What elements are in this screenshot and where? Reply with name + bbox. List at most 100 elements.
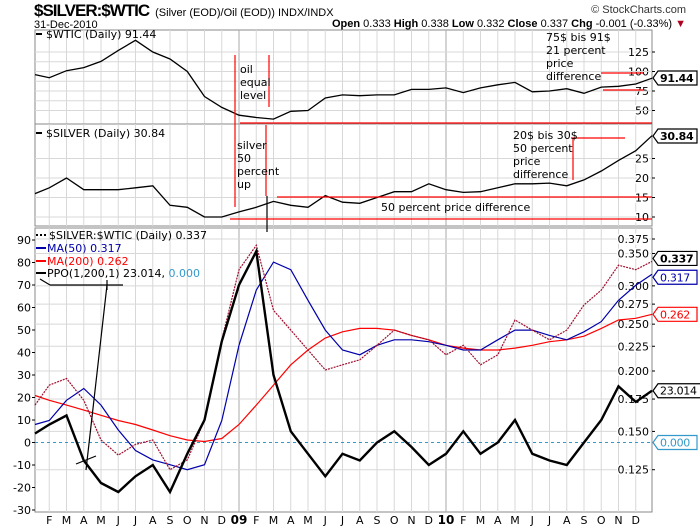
x-tick-label: J — [116, 514, 120, 527]
x-tick-label: O — [183, 514, 192, 527]
annotation-text: 75$ bis 91$ — [546, 31, 611, 44]
annotation-line — [75, 455, 97, 465]
title-row: $SILVER:$WTIC (Silver (EOD)/Oil (EOD)) I… — [34, 1, 334, 21]
chg-value: -0.001 (-0.33%) — [595, 18, 673, 30]
right-y-tick-label: 0.125 — [618, 464, 650, 477]
x-tick-label: O — [597, 514, 606, 527]
x-tick-label: M — [303, 514, 313, 527]
wtic-last-value: 91.44 — [660, 72, 694, 85]
ppo-last-value-box — [652, 383, 700, 399]
left-y-tick-label: 90 — [17, 234, 31, 247]
wtic-line — [34, 39, 653, 120]
x-tick-label: A — [80, 514, 88, 527]
ma50-legend: MA(50) 0.317 — [47, 242, 122, 255]
x-tick-label: J — [340, 514, 344, 527]
close-label: Close — [507, 18, 538, 30]
x-tick-label: 09 — [231, 513, 248, 527]
open-value: 0.333 — [363, 18, 391, 30]
ppo-legend: PPO(1,200,1) 23.014, 0.000 — [47, 267, 200, 280]
left-y-tick-label: -30 — [13, 504, 31, 517]
annotation-text: percent — [237, 165, 280, 178]
annotation-text: price — [546, 57, 574, 70]
high-value: 0.338 — [421, 18, 449, 30]
annotation-text: 20$ bis 30$ — [513, 129, 578, 142]
x-tick-label: M — [62, 514, 72, 527]
left-y-tick-label: 10 — [17, 414, 31, 427]
y-tick-label: 25 — [635, 153, 649, 166]
annotation-line — [85, 284, 108, 471]
annotation-text: difference — [546, 70, 601, 83]
chart-title: $SILVER:$WTIC — [34, 1, 150, 20]
x-tick-label: A — [287, 514, 295, 527]
annotation-text: equal — [240, 76, 271, 89]
annotation-text: level — [240, 89, 266, 102]
wtic-legend: $WTIC (Daily) 91.44 — [46, 28, 156, 41]
ppo-last-value: 23.014 — [660, 385, 697, 398]
ratio-last-value: 0.337 — [660, 252, 693, 265]
ma200-last-value: 0.262 — [660, 308, 690, 321]
x-tick-label: N — [407, 514, 415, 527]
x-tick-label: D — [425, 514, 433, 527]
y-tick-label: 125 — [628, 46, 649, 59]
low-label: Low — [451, 18, 474, 30]
annotation-text: 50 — [237, 152, 251, 165]
left-y-tick-label: -10 — [13, 459, 31, 472]
ma50-line — [34, 261, 653, 471]
high-label: High — [393, 18, 419, 30]
right-y-tick-label: 0.200 — [618, 365, 650, 378]
x-tick-label: J — [133, 514, 137, 527]
chg-label: Chg — [571, 18, 593, 30]
x-tick-label: D — [632, 514, 640, 527]
x-tick-label: N — [200, 514, 208, 527]
left-y-tick-label: 40 — [17, 347, 31, 360]
chart-date: 31-Dec-2010 — [34, 19, 98, 31]
ratio-line — [34, 243, 653, 471]
right-y-tick-label: 0.350 — [618, 247, 650, 260]
annotation-text: up — [237, 178, 251, 191]
silver-last-value-box — [652, 128, 698, 144]
ma200-line — [34, 313, 653, 443]
left-y-tick-label: 70 — [17, 279, 31, 292]
x-tick-label: D — [218, 514, 226, 527]
silver-line — [34, 135, 653, 218]
ohlc-readout: Open 0.333 High 0.338 Low 0.332 Close 0.… — [332, 18, 686, 30]
y-tick-label: 20 — [635, 172, 649, 185]
right-y-tick-label: 0.150 — [618, 425, 650, 438]
copyright: © StockCharts.com — [591, 4, 686, 16]
x-tick-label: N — [614, 514, 622, 527]
x-tick-label: F — [253, 514, 259, 527]
annotation-text: 50 percent — [513, 142, 573, 155]
annotation-text: 21 percent — [546, 44, 606, 57]
x-tick-label: S — [374, 514, 381, 527]
low-value: 0.332 — [476, 18, 505, 30]
ppo-line — [34, 247, 653, 495]
right-y-tick-label: 0.225 — [618, 340, 650, 353]
silver-last-value: 30.84 — [660, 130, 694, 143]
y-tick-label: 15 — [635, 192, 649, 205]
ma200-last-value-box — [652, 306, 698, 322]
left-y-tick-label: 50 — [17, 324, 31, 337]
ratio-last-value-box — [652, 250, 698, 267]
right-y-tick-label: 0.250 — [618, 318, 650, 331]
x-tick-label: M — [476, 514, 486, 527]
left-y-tick-label: 0 — [24, 437, 31, 450]
x-tick-label: F — [46, 514, 52, 527]
right-y-tick-label: 0.375 — [618, 233, 650, 246]
chart-subtitle: (Silver (EOD)/Oil (EOD)) INDX/INDX — [155, 7, 334, 19]
x-tick-label: M — [269, 514, 279, 527]
left-y-tick-label: 30 — [17, 369, 31, 382]
annotation-text: 50 percent price difference — [381, 201, 530, 214]
x-tick-label: S — [581, 514, 588, 527]
x-tick-label: A — [563, 514, 571, 527]
x-tick-label: J — [530, 514, 534, 527]
y-tick-label: 10 — [635, 211, 649, 224]
x-tick-label: O — [390, 514, 399, 527]
open-label: Open — [331, 18, 361, 30]
left-y-tick-label: -20 — [13, 482, 31, 495]
silver-legend: $SILVER (Daily) 30.84 — [46, 127, 165, 140]
legend-swatch — [36, 33, 42, 35]
x-tick-label: A — [149, 514, 157, 527]
wtic-last-value-box — [652, 70, 698, 86]
